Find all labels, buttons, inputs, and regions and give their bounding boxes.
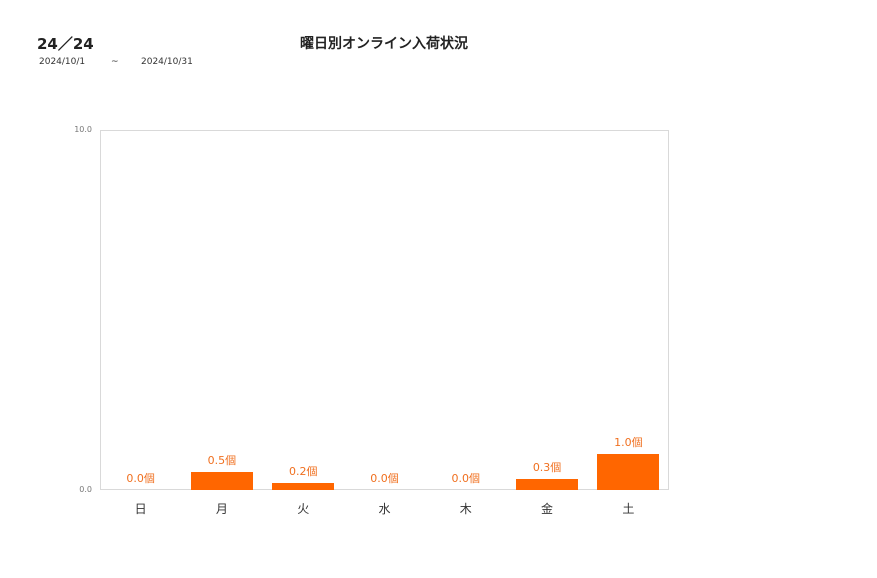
value-label: 0.5個 bbox=[207, 454, 237, 467]
plot-area bbox=[100, 130, 669, 490]
date-separator: ~ bbox=[111, 57, 119, 67]
bar bbox=[597, 454, 660, 490]
value-label: 0.3個 bbox=[532, 461, 562, 475]
value-label: 0.0個 bbox=[451, 472, 481, 485]
date-to: 2024/10/31 bbox=[141, 57, 193, 67]
date-from: 2024/10/1 bbox=[39, 57, 86, 67]
value-label: 0.0個 bbox=[370, 472, 399, 485]
x-tick-label: 土 bbox=[622, 502, 635, 516]
store-label: 24／24 bbox=[37, 35, 94, 53]
x-tick-label: 水 bbox=[378, 502, 391, 516]
value-label: 0.0個 bbox=[126, 472, 155, 485]
chart-title: 曜日別オンライン入荷状況 bbox=[300, 36, 468, 52]
bar bbox=[272, 482, 335, 490]
x-tick-label: 月 bbox=[215, 502, 228, 516]
y-tick-max: 10.0 bbox=[74, 125, 92, 134]
x-tick-label: 金 bbox=[541, 502, 554, 516]
y-tick-min: 0.0 bbox=[79, 485, 92, 494]
value-label: 1.0個 bbox=[614, 436, 643, 449]
bar bbox=[516, 479, 579, 490]
bar bbox=[190, 472, 253, 490]
x-tick-label: 木 bbox=[459, 502, 472, 516]
value-label: 0.2個 bbox=[288, 464, 318, 478]
x-tick-label: 日 bbox=[134, 502, 147, 516]
x-tick-label: 火 bbox=[297, 502, 310, 516]
